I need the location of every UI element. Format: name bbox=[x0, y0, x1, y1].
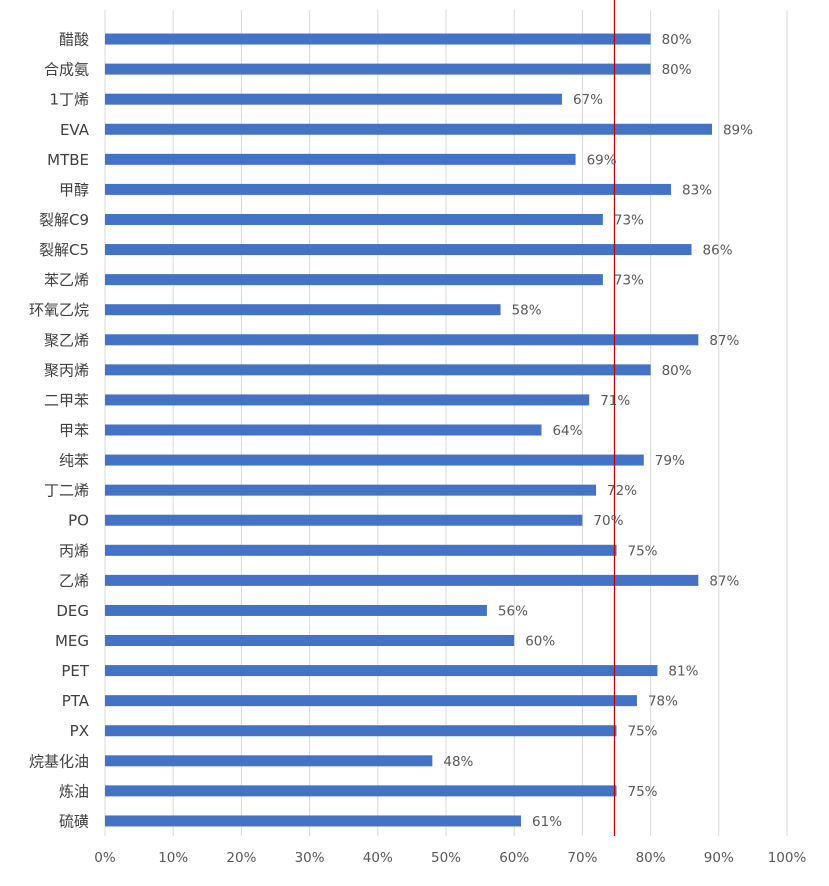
bar bbox=[105, 153, 576, 165]
category-label: 环氧乙烷 bbox=[29, 301, 89, 319]
category-label: 乙烯 bbox=[59, 572, 89, 590]
value-label: 58% bbox=[512, 303, 542, 319]
bar bbox=[105, 755, 433, 767]
labels: 0% 10% 20% 30% 40% 50% 60% 70% 80% 90% 100% 醋酸 80% 合成… bbox=[29, 31, 806, 866]
category-label: 丁二烯 bbox=[44, 482, 89, 500]
bar bbox=[105, 63, 651, 75]
value-label: 73% bbox=[614, 273, 644, 289]
grid-lines bbox=[104, 10, 788, 836]
value-label: 61% bbox=[532, 814, 562, 830]
value-label: 60% bbox=[525, 634, 555, 650]
category-label: 丙烯 bbox=[59, 542, 89, 560]
category-label: 二甲苯 bbox=[44, 391, 89, 409]
bar bbox=[105, 394, 590, 406]
value-label: 79% bbox=[655, 453, 685, 469]
bar bbox=[105, 183, 672, 195]
category-label: EVA bbox=[60, 121, 90, 139]
value-label: 71% bbox=[600, 393, 630, 409]
value-label: 48% bbox=[443, 754, 473, 770]
category-label: DEG bbox=[56, 602, 89, 620]
bar bbox=[105, 665, 658, 677]
category-label: 纯苯 bbox=[59, 452, 89, 470]
bar bbox=[105, 364, 651, 376]
category-label: 聚丙烯 bbox=[44, 361, 89, 379]
category-label: 1丁烯 bbox=[49, 91, 89, 109]
category-label: 苯乙烯 bbox=[44, 271, 89, 289]
bar bbox=[105, 244, 692, 256]
bar bbox=[105, 725, 617, 737]
value-label: 87% bbox=[709, 573, 739, 589]
value-label: 64% bbox=[552, 423, 582, 439]
value-label: 56% bbox=[498, 603, 528, 619]
x-tick-label: 60% bbox=[499, 850, 529, 866]
value-label: 80% bbox=[662, 32, 692, 48]
x-tick-label: 80% bbox=[636, 850, 666, 866]
value-label: 72% bbox=[607, 483, 637, 499]
bar bbox=[105, 334, 699, 346]
value-label: 80% bbox=[662, 62, 692, 78]
bar bbox=[105, 213, 603, 225]
bar bbox=[105, 785, 617, 797]
bar bbox=[105, 93, 562, 105]
x-tick-label: 90% bbox=[704, 850, 734, 866]
category-label: 聚乙烯 bbox=[44, 331, 89, 349]
category-label: 炼油 bbox=[59, 782, 89, 800]
value-label: 70% bbox=[593, 513, 623, 529]
bar bbox=[105, 304, 501, 316]
category-label: 裂解C5 bbox=[39, 241, 89, 259]
value-label: 83% bbox=[682, 182, 712, 198]
x-tick-label: 40% bbox=[363, 850, 393, 866]
bar bbox=[105, 604, 487, 616]
value-label: 78% bbox=[648, 694, 678, 710]
x-tick-label: 20% bbox=[226, 850, 256, 866]
category-label: 裂解C9 bbox=[39, 211, 89, 229]
category-label: 合成氨 bbox=[44, 61, 89, 79]
value-label: 80% bbox=[662, 363, 692, 379]
x-tick-label: 10% bbox=[158, 850, 188, 866]
x-tick-label: 30% bbox=[295, 850, 325, 866]
x-tick-label: 0% bbox=[94, 850, 116, 866]
bar bbox=[105, 815, 522, 827]
bar bbox=[105, 544, 617, 556]
value-label: 89% bbox=[723, 122, 753, 138]
bars bbox=[105, 33, 712, 827]
category-label: PET bbox=[61, 662, 90, 680]
bar bbox=[105, 33, 651, 45]
bar bbox=[105, 484, 597, 496]
category-label: PO bbox=[68, 512, 89, 530]
bar bbox=[105, 574, 699, 586]
category-label: 醋酸 bbox=[59, 31, 89, 49]
bar bbox=[105, 424, 542, 436]
value-label: 81% bbox=[668, 664, 698, 680]
value-label: 69% bbox=[587, 152, 617, 168]
category-label: 甲苯 bbox=[59, 422, 89, 440]
category-label: 烷基化油 bbox=[29, 752, 89, 770]
bar bbox=[105, 274, 603, 286]
category-label: PX bbox=[70, 722, 89, 740]
value-label: 86% bbox=[703, 243, 733, 259]
value-label: 73% bbox=[614, 212, 644, 228]
category-label: 甲醇 bbox=[59, 181, 89, 199]
bar bbox=[105, 123, 712, 135]
bar bbox=[105, 635, 515, 647]
value-label: 75% bbox=[628, 724, 658, 740]
value-label: 75% bbox=[628, 543, 658, 559]
value-label: 75% bbox=[628, 784, 658, 800]
bar bbox=[105, 454, 644, 466]
category-label: 硫磺 bbox=[59, 812, 89, 830]
value-label: 67% bbox=[573, 92, 603, 108]
bar bbox=[105, 514, 583, 526]
bar bbox=[105, 695, 637, 707]
category-label: MEG bbox=[55, 632, 89, 650]
x-tick-label: 50% bbox=[431, 850, 461, 866]
category-label: MTBE bbox=[47, 151, 89, 169]
category-label: PTA bbox=[62, 692, 90, 710]
x-tick-label: 70% bbox=[567, 850, 597, 866]
x-tick-label: 100% bbox=[768, 850, 807, 866]
value-label: 87% bbox=[709, 333, 739, 349]
